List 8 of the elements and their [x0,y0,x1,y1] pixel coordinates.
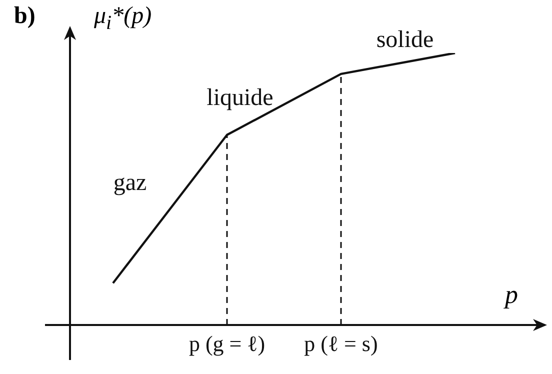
x-tick-label: p (g = ℓ) [188,331,266,356]
annotation: gaz [113,170,147,196]
annotation: liquide [206,85,274,111]
x-axis-title: p [505,280,518,310]
annotation: solide [376,27,434,53]
chart-title: b) [14,2,36,31]
x-tick-label: p (ℓ = s) [304,331,378,356]
y-axis-title: μ$_{i}$*(p) [94,2,152,36]
